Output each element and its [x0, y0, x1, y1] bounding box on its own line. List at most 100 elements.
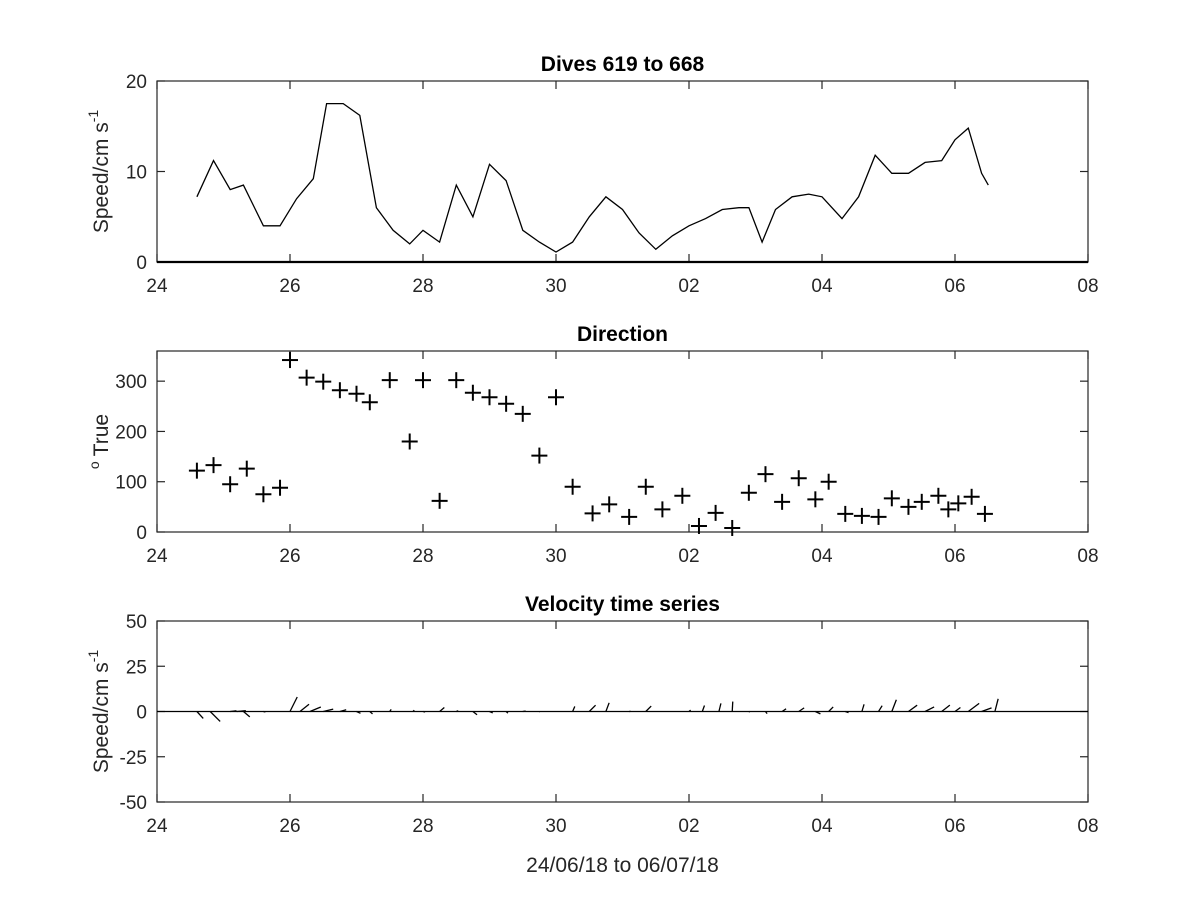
- panel-1: Dives 619 to 668 0 10 20 24 26 28 30 02 04 06 08 Spe…: [85, 53, 1099, 297]
- direction-point: [740, 484, 757, 501]
- direction-point: [674, 487, 691, 504]
- y-tick-label: 20: [126, 72, 147, 93]
- y-tick-label: -25: [120, 748, 147, 769]
- direction-point: [282, 352, 298, 369]
- direction-point: [820, 473, 837, 490]
- direction-point: [222, 476, 239, 493]
- direction-point: [690, 517, 707, 534]
- velocity-stick: [389, 708, 392, 712]
- x-tick-label: 28: [412, 546, 433, 567]
- y-tick-label: 10: [126, 163, 147, 184]
- velocity-stick: [588, 704, 597, 712]
- velocity-stick: [339, 709, 347, 713]
- direction-point: [654, 501, 671, 518]
- direction-point: [564, 478, 581, 495]
- velocity-stick: [688, 709, 692, 712]
- direction-point: [188, 462, 205, 479]
- panel-title: Velocity time series: [525, 593, 720, 616]
- direction-point: [361, 394, 378, 411]
- panel-title: Dives 619 to 668: [541, 53, 705, 76]
- velocity-stick: [230, 710, 237, 713]
- direction-point: [584, 505, 601, 522]
- y-axis-label-text: True: [90, 414, 113, 456]
- velocity-stick: [645, 705, 652, 712]
- x-tick-label: 28: [412, 276, 433, 297]
- direction-point: [963, 488, 980, 505]
- velocity-stick: [981, 707, 992, 713]
- velocity-stick: [994, 698, 999, 712]
- velocity-stick: [572, 706, 576, 712]
- velocity-stick: [798, 707, 805, 713]
- x-tick-label: 06: [944, 276, 965, 297]
- velocity-stick: [967, 702, 980, 713]
- direction-point: [331, 382, 348, 399]
- direction-point: [870, 508, 887, 525]
- direction-point: [900, 498, 917, 515]
- direction-point: [837, 505, 854, 522]
- x-tick-label: 26: [279, 276, 300, 297]
- y-axis-label: Speed/cm s-1: [85, 650, 113, 774]
- direction-point: [757, 466, 774, 483]
- x-tick-label: 24: [146, 816, 168, 837]
- plot-frame: [156, 80, 1089, 263]
- velocity-stick: [439, 707, 445, 712]
- velocity-stick: [845, 710, 849, 714]
- velocity-stick: [472, 710, 478, 716]
- direction-point: [930, 487, 947, 504]
- velocity-stick: [828, 706, 834, 712]
- velocity-stick: [422, 710, 426, 713]
- velocity-stick: [924, 706, 935, 713]
- x-tick-label: 08: [1077, 546, 1098, 567]
- velocity-stick: [605, 702, 610, 712]
- y-tick-label: 200: [115, 422, 147, 443]
- direction-point: [548, 389, 564, 406]
- panel-title: Direction: [577, 323, 668, 346]
- direction-point: [883, 490, 900, 507]
- velocity-stick: [941, 704, 951, 713]
- direction-point: [272, 479, 289, 496]
- velocity-stick: [764, 711, 768, 715]
- velocity-stick: [412, 709, 415, 712]
- y-axis-label: Speed/cm s-1: [85, 110, 113, 234]
- velocity-stick: [289, 696, 298, 712]
- y-tick-label: 0: [136, 253, 147, 274]
- direction-point: [940, 501, 957, 518]
- x-tick-label: 28: [412, 816, 433, 837]
- y-axis-label-text: Speed/cm s: [90, 122, 113, 233]
- y-tick-label: 25: [126, 657, 147, 678]
- direction-point: [205, 457, 222, 474]
- y-tick-label: 0: [136, 703, 147, 724]
- plot-frame: [156, 350, 1089, 533]
- velocity-stick: [356, 710, 361, 714]
- direction-point: [481, 389, 498, 406]
- velocity-stick: [891, 699, 897, 712]
- velocity-stick: [309, 706, 322, 713]
- y-tick-label: 100: [115, 473, 147, 494]
- x-tick-label: 26: [279, 546, 300, 567]
- direction-point: [950, 495, 967, 512]
- x-tick-label: 08: [1077, 816, 1098, 837]
- direction-point: [807, 491, 824, 508]
- velocity-stick: [196, 711, 204, 719]
- direction-point: [415, 372, 431, 389]
- velocity-stick: [861, 704, 865, 712]
- direction-point: [514, 405, 531, 422]
- x-tick-label: 08: [1077, 276, 1098, 297]
- direction-point: [464, 384, 481, 401]
- velocity-stick: [489, 710, 494, 714]
- y-axis-label-superscript: -1: [85, 110, 101, 123]
- y-axis-label-text: Speed/cm s: [90, 662, 113, 773]
- velocity-stick: [781, 708, 787, 713]
- direction-point: [774, 493, 791, 510]
- direction-point: [621, 508, 638, 525]
- direction-point: [498, 395, 515, 412]
- x-tick-label: 04: [811, 276, 833, 297]
- direction-point: [724, 519, 741, 536]
- x-tick-label: 04: [811, 816, 833, 837]
- velocity-stick: [209, 711, 221, 722]
- velocity-stick: [456, 710, 459, 713]
- velocity-stick: [718, 703, 722, 712]
- x-tick-label: 30: [545, 546, 566, 567]
- velocity-stick: [731, 701, 734, 712]
